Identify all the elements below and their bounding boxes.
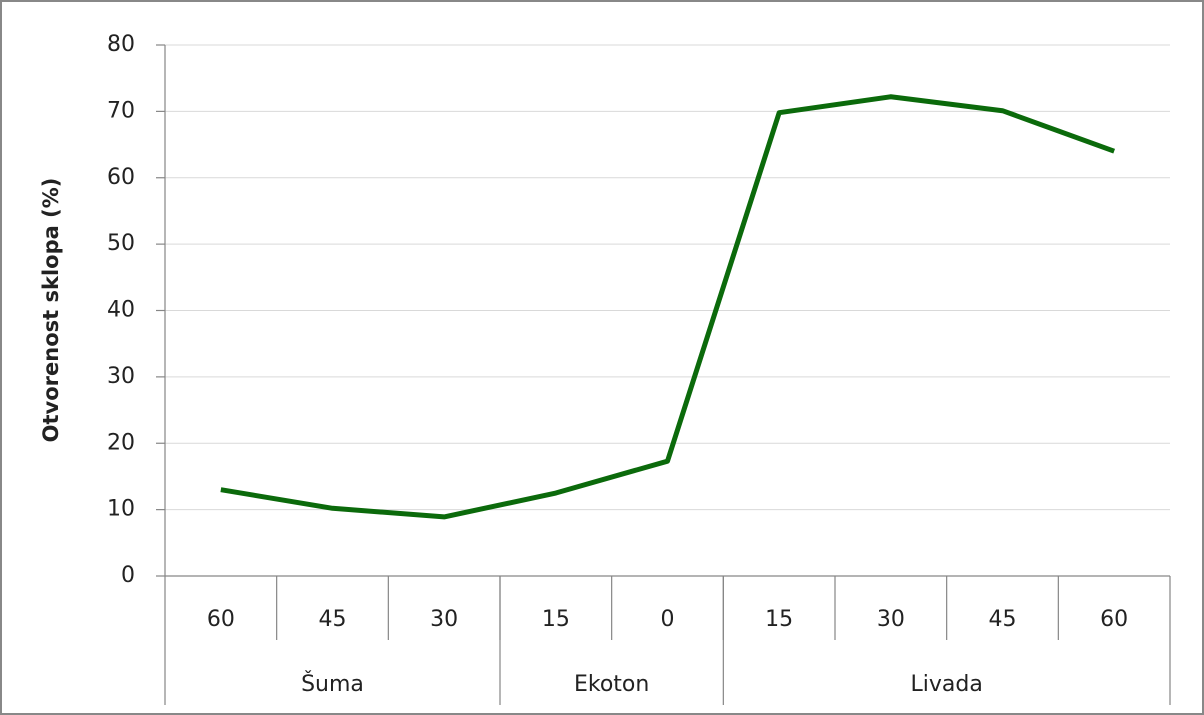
y-tick-label: 70: [107, 98, 135, 123]
x-tick-label: 30: [430, 607, 458, 632]
y-tick-label: 10: [107, 497, 135, 522]
group-label: Livada: [911, 672, 983, 697]
group-label: Ekoton: [574, 672, 649, 697]
y-tick-label: 60: [107, 165, 135, 190]
x-tick-label: 15: [765, 607, 793, 632]
y-tick-label: 0: [121, 563, 135, 588]
y-tick-label: 80: [107, 32, 135, 57]
group-label: Šuma: [301, 671, 364, 697]
x-tick-label: 0: [661, 607, 675, 632]
x-tick-label: 45: [319, 607, 347, 632]
x-tick-label: 60: [1100, 607, 1128, 632]
y-tick-label: 40: [107, 298, 135, 323]
y-tick-label: 50: [107, 231, 135, 256]
x-tick-label: 60: [207, 607, 235, 632]
data-line: [220, 94, 1116, 520]
y-tick-label: 30: [107, 364, 135, 389]
y-tick-label: 20: [107, 430, 135, 455]
x-tick-label: 45: [989, 607, 1017, 632]
x-tick-label: 30: [877, 607, 905, 632]
y-axis-title: Otvorenost sklopa (%): [39, 178, 63, 443]
x-tick-label: 15: [542, 607, 570, 632]
